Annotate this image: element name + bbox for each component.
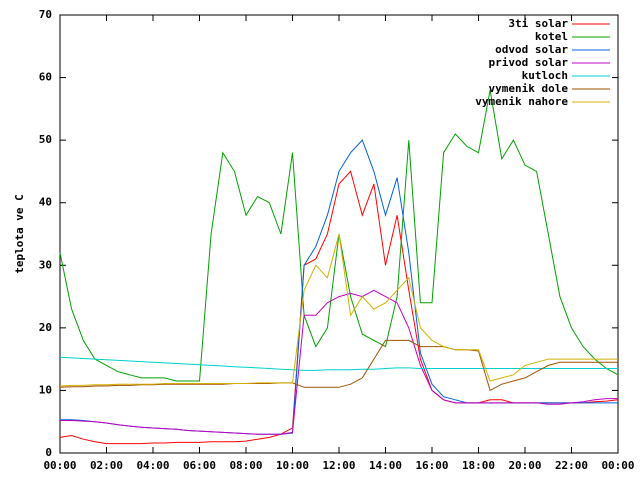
legend-label: privod solar [489,56,569,69]
x-tick-label: 22:00 [555,459,588,472]
x-tick-label: 08:00 [229,459,262,472]
x-tick-label: 10:00 [276,459,309,472]
y-axis-label: teplota ve C [13,194,26,273]
y-tick-label: 30 [39,258,52,271]
y-tick-label: 70 [39,8,52,21]
x-tick-label: 06:00 [183,459,216,472]
y-tick-label: 10 [39,383,52,396]
legend-label: 3ti solar [508,17,568,30]
y-tick-label: 0 [45,446,52,459]
x-tick-label: 00:00 [601,459,634,472]
x-tick-label: 00:00 [43,459,76,472]
series-line [60,289,618,435]
y-tick-label: 60 [39,71,52,84]
legend-label: vymenik nahore [475,95,568,108]
x-tick-label: 14:00 [369,459,402,472]
series-line [59,339,618,392]
series-line [59,356,618,371]
y-tick-label: 50 [39,133,52,146]
y-tick-label: 20 [39,321,52,334]
x-tick-label: 18:00 [462,459,495,472]
x-tick-label: 20:00 [508,459,541,472]
series-line [59,233,618,387]
legend-label: kutloch [522,69,568,82]
legend-label: odvod solar [495,43,568,56]
legend-label: kotel [535,30,568,43]
legend-label: vymenik dole [489,82,569,95]
plot-border [59,14,619,454]
x-tick-label: 02:00 [90,459,123,472]
y-tick-label: 40 [39,196,52,209]
x-tick-label: 16:00 [415,459,448,472]
x-tick-label: 04:00 [136,459,169,472]
x-tick-label: 12:00 [322,459,355,472]
